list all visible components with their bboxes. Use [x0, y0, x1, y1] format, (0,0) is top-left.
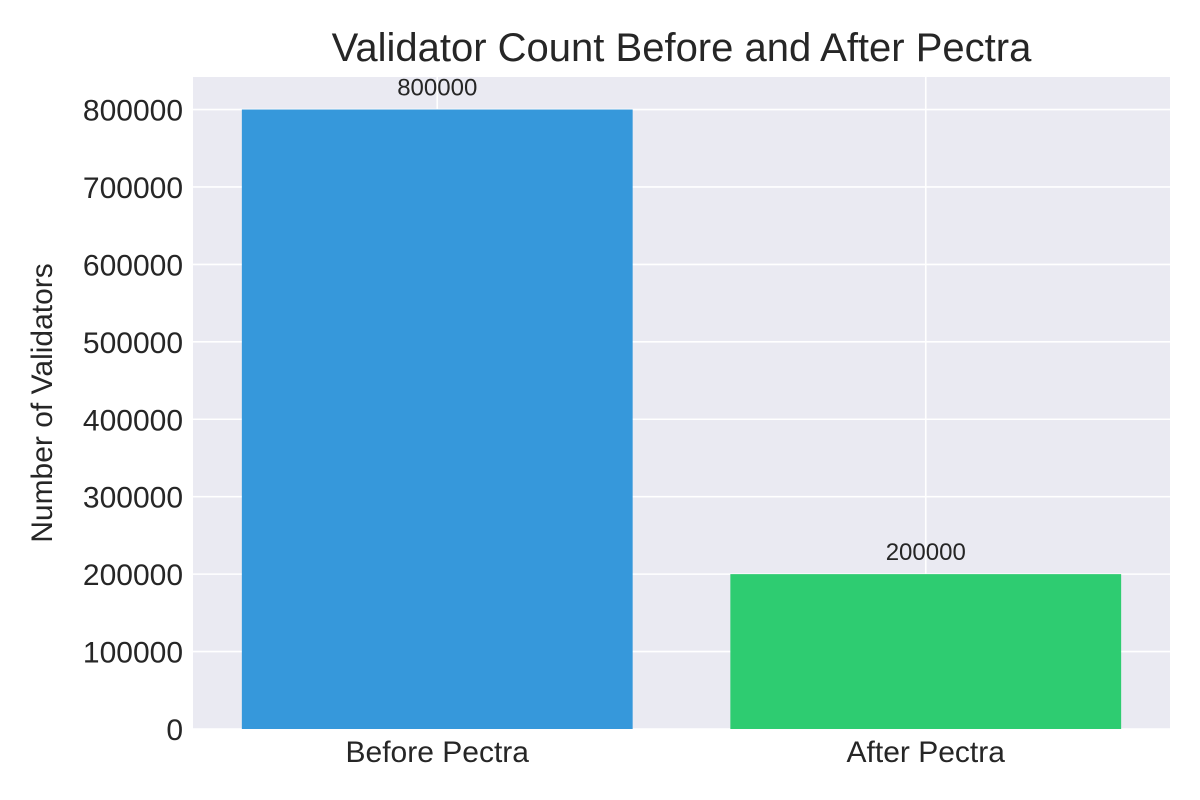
y-tick-label: 100000 [83, 637, 183, 670]
y-tick-label: 800000 [83, 95, 183, 128]
bar-before-pectra [241, 109, 633, 729]
y-tick-label: 700000 [83, 172, 183, 205]
x-axis-ticks: Before Pectra After Pectra [346, 736, 1006, 769]
x-tick-label: After Pectra [847, 736, 1006, 769]
y-tick-label: 500000 [83, 327, 183, 360]
y-tick-label: 400000 [83, 404, 183, 437]
bar-data-label: 800000 [397, 75, 477, 102]
y-tick-label: 300000 [83, 482, 183, 515]
bar-data-label: 200000 [886, 539, 966, 566]
y-tick-label: 600000 [83, 249, 183, 282]
bar-after-pectra [730, 574, 1122, 729]
y-axis-ticks: 0 100000 200000 300000 400000 500000 600000 700… [83, 95, 183, 747]
chart-title: Validator Count Before and After Pectra [332, 26, 1032, 70]
y-tick-label: 0 [166, 714, 183, 747]
y-tick-label: 200000 [83, 559, 183, 592]
y-axis-label: Number of Validators [26, 263, 59, 543]
data-labels: 800000 200000 [397, 75, 966, 567]
x-tick-label: Before Pectra [346, 736, 530, 769]
bars [241, 109, 1122, 729]
